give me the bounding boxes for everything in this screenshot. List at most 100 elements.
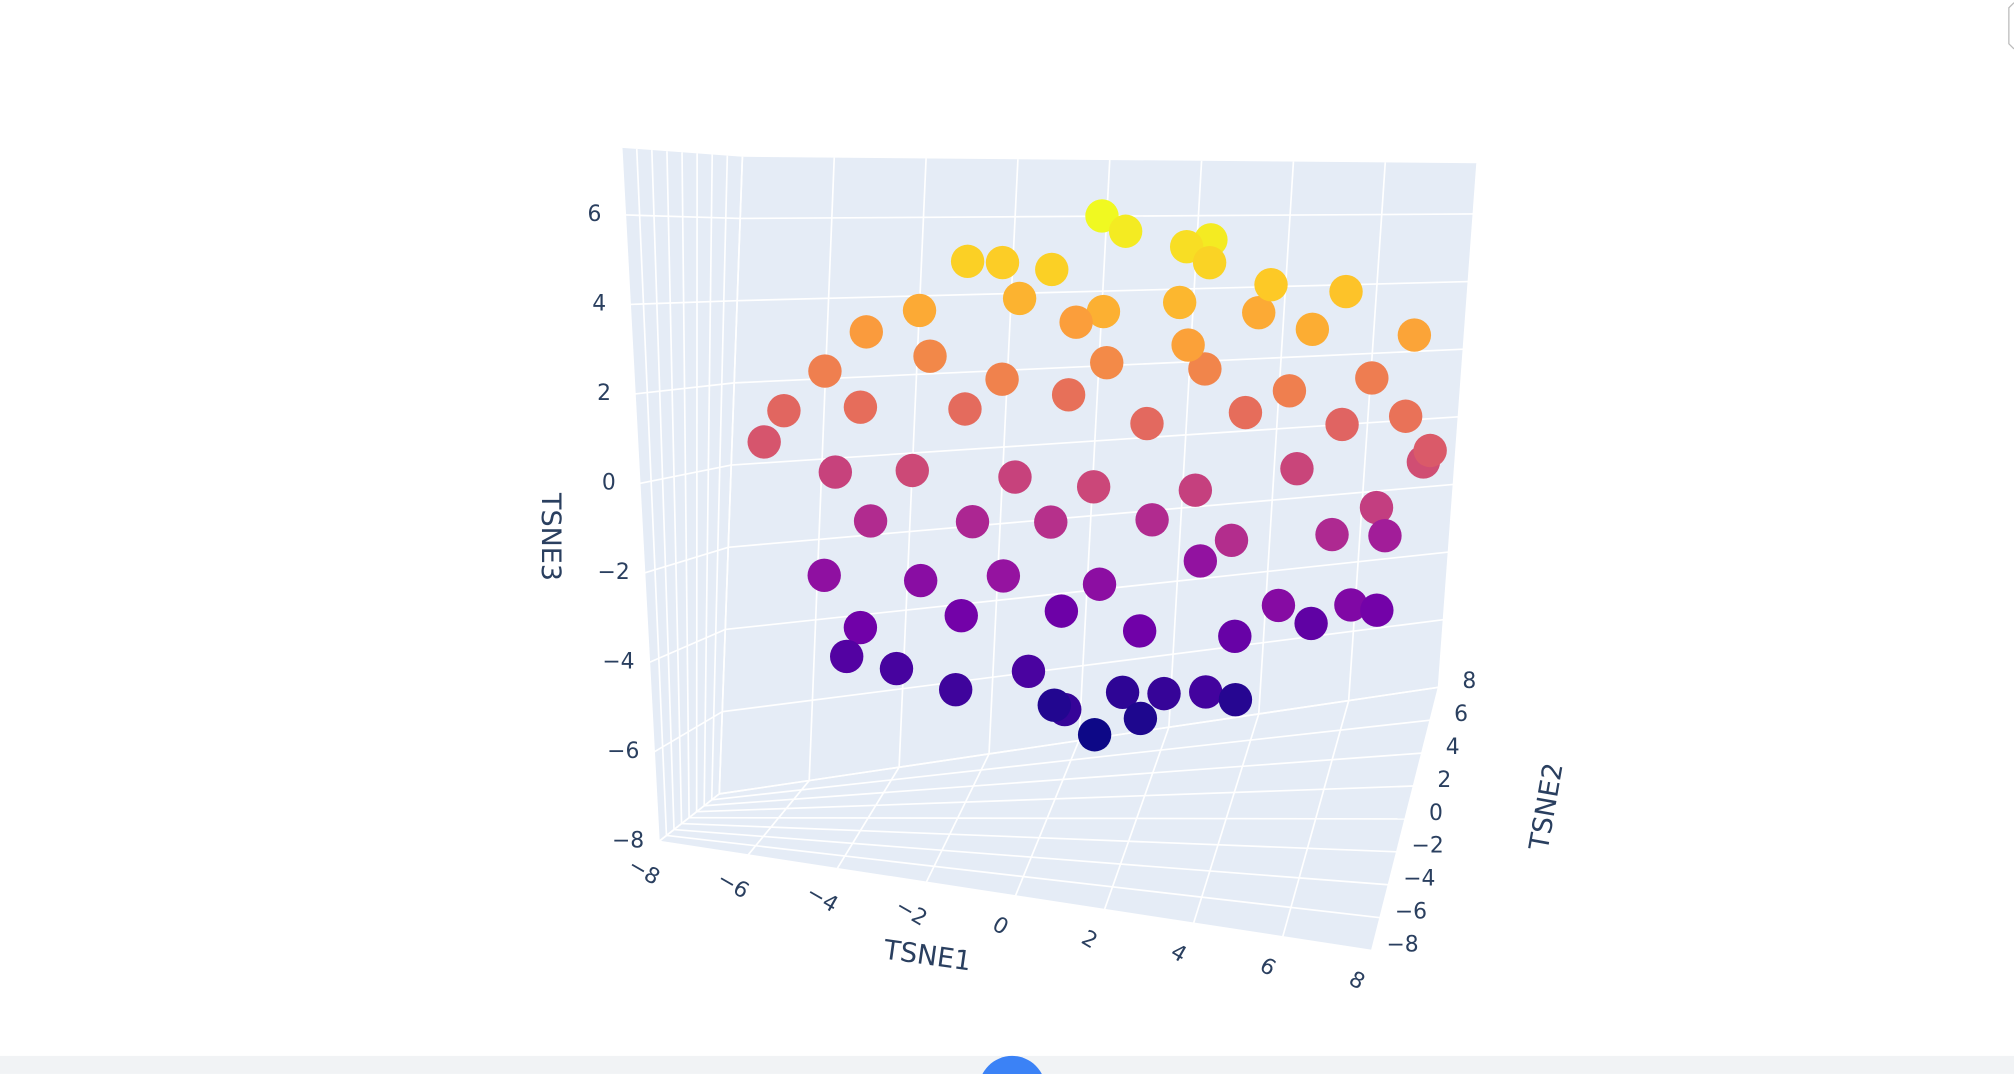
y-tick-label: −6 (1395, 900, 1427, 925)
point (1109, 215, 1142, 248)
y-tick-label: 6 (1454, 702, 1468, 727)
y-tick-label: −4 (1403, 867, 1435, 892)
point (767, 394, 800, 427)
point (945, 599, 978, 632)
y-tick-label: 4 (1446, 735, 1460, 760)
point (1135, 503, 1168, 536)
point (1219, 683, 1252, 716)
point (1090, 346, 1123, 379)
x-tick-label: −2 (891, 894, 931, 932)
y-tick-label: 2 (1437, 768, 1451, 793)
point (903, 294, 936, 327)
point (1034, 505, 1067, 538)
point (1035, 253, 1068, 286)
point (1078, 718, 1111, 751)
z-tick-label: −8 (612, 828, 644, 853)
point (1254, 268, 1287, 301)
point (1355, 361, 1388, 394)
y-tick-label: 0 (1429, 801, 1443, 826)
point (1215, 524, 1248, 557)
x-tick-label: −6 (713, 867, 753, 905)
y-tick-label: −8 (1387, 932, 1419, 957)
point (747, 425, 780, 458)
point (1273, 374, 1306, 407)
point (844, 611, 877, 644)
point (1296, 313, 1329, 346)
x-tick-label: 4 (1166, 939, 1191, 968)
point (913, 340, 946, 373)
y-axis-title: TSNE2 (1524, 761, 1570, 854)
z-tick-label: 4 (592, 291, 606, 316)
point (1325, 408, 1358, 441)
point (896, 454, 929, 487)
point (844, 390, 877, 423)
point (854, 504, 887, 537)
point (1413, 434, 1446, 467)
point (1124, 702, 1157, 735)
point (1012, 655, 1045, 688)
x-axis-title: TSNE1 (881, 934, 973, 977)
x-tick-label: 8 (1344, 967, 1369, 996)
point (1003, 282, 1036, 315)
y-tick-label: 8 (1462, 669, 1476, 694)
point (808, 559, 841, 592)
point (1193, 246, 1226, 279)
point (1294, 607, 1327, 640)
point (1262, 589, 1295, 622)
point (1184, 544, 1217, 577)
point (1171, 328, 1204, 361)
point (1045, 594, 1078, 627)
point (985, 362, 1018, 395)
point (1038, 688, 1071, 721)
point (1398, 318, 1431, 351)
point (1329, 275, 1362, 308)
point (1389, 400, 1422, 433)
point (951, 245, 984, 278)
point (956, 505, 989, 538)
point (1315, 518, 1348, 551)
point (819, 455, 852, 488)
point (830, 640, 863, 673)
point (808, 354, 841, 387)
x-tick-label: 6 (1255, 953, 1280, 982)
x-tick-label: 2 (1077, 926, 1102, 955)
point (1280, 452, 1313, 485)
y-tick-label: −2 (1412, 834, 1444, 859)
point (1059, 306, 1092, 339)
point (1218, 620, 1251, 653)
point (1052, 378, 1085, 411)
z-tick-label: −4 (602, 649, 634, 674)
point (948, 392, 981, 425)
point (986, 246, 1019, 279)
z-tick-label: 0 (602, 470, 616, 495)
point (1360, 491, 1393, 524)
z-tick-label: 6 (588, 202, 602, 227)
point (904, 564, 937, 597)
point (1077, 470, 1110, 503)
point (1123, 614, 1156, 647)
z-tick-label: −6 (607, 739, 639, 764)
point (1368, 519, 1401, 552)
z-axis-title: TSNE3 (535, 492, 566, 581)
point (987, 559, 1020, 592)
point (880, 652, 913, 685)
x-tick-label: 0 (988, 912, 1013, 941)
point (1163, 286, 1196, 319)
panel-edge (2009, 3, 2014, 49)
point (1083, 568, 1116, 601)
z-tick-label: −2 (598, 560, 630, 585)
point (1130, 407, 1163, 440)
point (1189, 675, 1222, 708)
z-tick-label: 2 (597, 381, 611, 406)
point (1360, 594, 1393, 627)
point (850, 315, 883, 348)
point (939, 673, 972, 706)
point (1229, 396, 1262, 429)
point (1179, 474, 1212, 507)
x-tick-label: −4 (802, 880, 842, 918)
x-tick-label: −8 (624, 853, 664, 891)
point (998, 460, 1031, 493)
point (1147, 677, 1180, 710)
